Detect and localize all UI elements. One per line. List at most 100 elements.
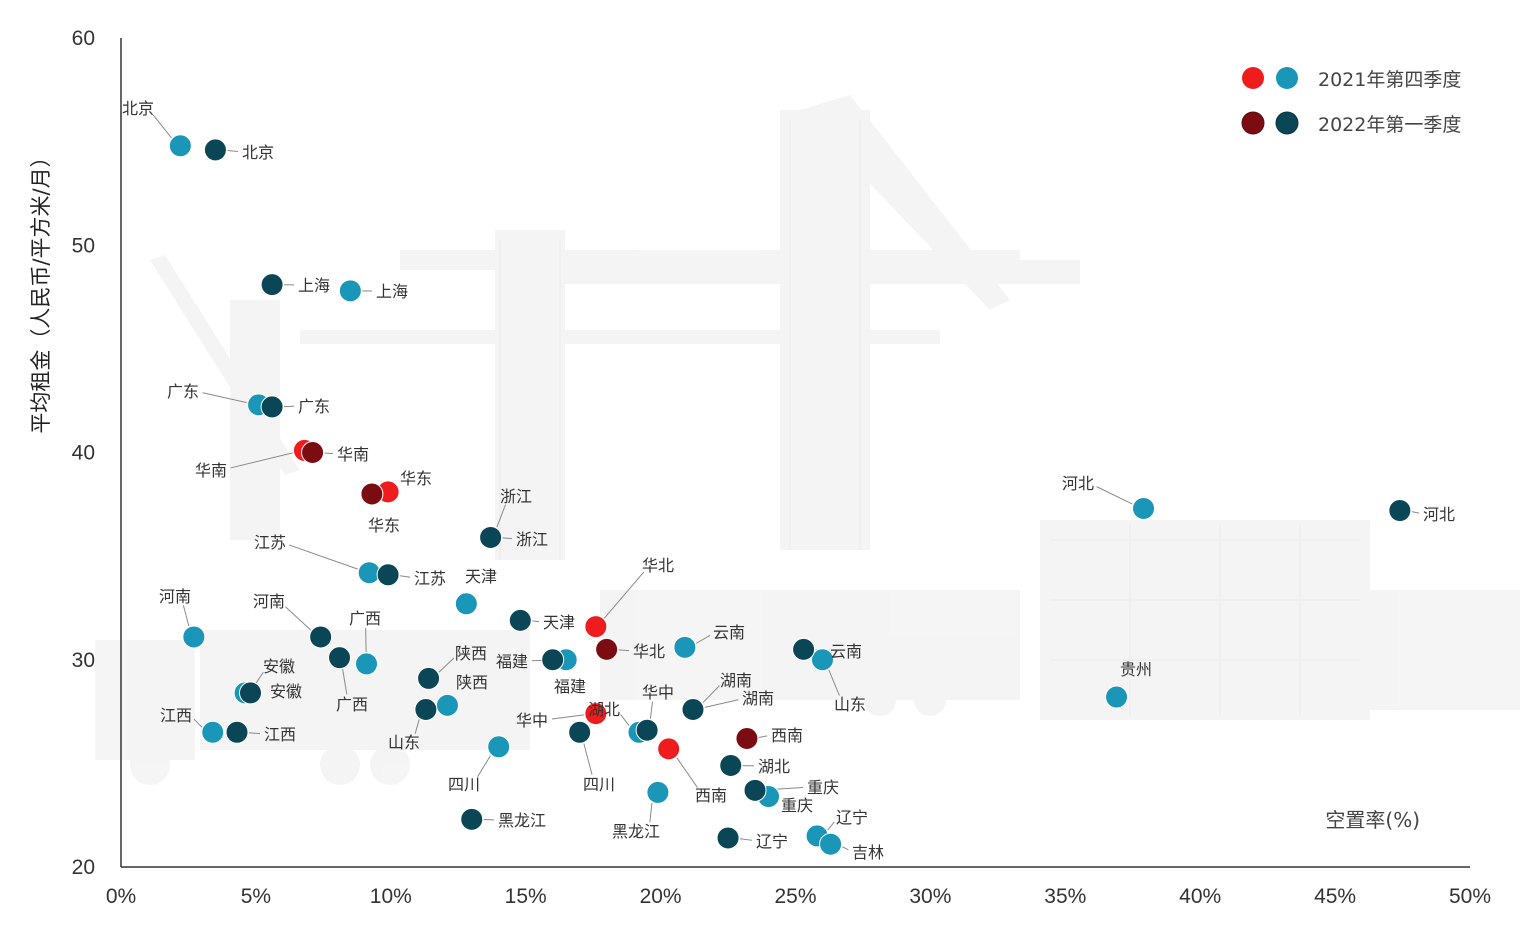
leader-line: [227, 150, 239, 153]
point-2022q1-21: [719, 753, 743, 777]
point-2022q1-18: [681, 697, 705, 721]
leader-line: [649, 802, 653, 823]
point-2022q1-9: [309, 625, 333, 649]
point-label: 辽宁: [836, 808, 868, 827]
leader-line: [230, 452, 293, 469]
x-tick-label: 30%: [909, 885, 951, 908]
point-label: 湖北: [588, 700, 620, 719]
point-label: 江苏: [254, 533, 286, 552]
leader-line: [248, 732, 261, 735]
point-2022q1-25: [1388, 499, 1412, 523]
leader-line: [202, 392, 247, 404]
point-label: 湖南: [742, 689, 774, 708]
x-tick-label: 25%: [774, 885, 816, 908]
point-label: 安徽: [263, 657, 295, 676]
point-label: 北京: [122, 99, 154, 118]
leader-line: [414, 719, 420, 734]
point-2021q4-0: [168, 134, 192, 158]
point-label: 华东: [400, 469, 432, 488]
point-label: 华东: [368, 516, 400, 535]
point-label: 上海: [376, 282, 408, 301]
leader-line: [842, 846, 849, 851]
x-tick-label: 10%: [370, 885, 412, 908]
legend: 2021年第四季度 2022年第一季度: [1241, 67, 1461, 136]
leader-line: [583, 743, 593, 775]
leader-line: [603, 571, 645, 619]
x-tick-label: 50%: [1449, 885, 1491, 908]
x-tick-label: 40%: [1179, 885, 1221, 908]
point-label: 华北: [642, 556, 674, 575]
point-2021q4-12: [673, 635, 697, 659]
point-2022q1-11: [417, 666, 441, 690]
point-2022q1-23: [460, 807, 484, 831]
legend-marker-q4-red: [1242, 67, 1264, 89]
point-2022q1-0: [203, 138, 227, 162]
leader-line: [342, 669, 348, 695]
point-2021q4-18: [810, 648, 834, 672]
point-label: 河北: [1062, 474, 1094, 493]
y-axis-label: 平均租金（人民币/平方米/月）: [29, 146, 53, 433]
label-leader-lines: [152, 114, 1420, 851]
point-label: 浙江: [500, 487, 532, 506]
point-2022q1-2: [260, 395, 284, 419]
x-tick-label: 15%: [505, 885, 547, 908]
leader-line: [676, 757, 698, 788]
point-2022q1-22: [743, 778, 767, 802]
legend-marker-q1-darkblue: [1275, 111, 1299, 135]
leader-line: [702, 685, 720, 704]
point-2022q1-15: [239, 681, 263, 705]
point-2022q1-19: [568, 720, 592, 744]
legend-marker-q4-blue: [1276, 67, 1298, 89]
point-label: 重庆: [781, 796, 813, 815]
point-2022q1-6: [479, 525, 503, 549]
point-label: 黑龙江: [498, 811, 546, 830]
point-label: 江西: [160, 706, 192, 725]
leader-line: [758, 735, 768, 738]
legend-label-2021q4: 2021年第四季度: [1318, 69, 1461, 91]
point-label: 云南: [713, 623, 745, 642]
leader-line: [827, 821, 835, 831]
point-label: 安徽: [270, 682, 302, 701]
point-2021q4-21: [646, 780, 670, 804]
point-2021q4-20: [657, 737, 681, 761]
point-label: 湖南: [720, 671, 752, 690]
leader-line: [620, 714, 630, 726]
x-axis-label: 空置率(%): [1325, 808, 1420, 832]
point-2022q1-14: [414, 697, 438, 721]
point-label: 华南: [195, 461, 227, 480]
leader-line: [502, 537, 513, 540]
point-label: 天津: [543, 613, 575, 632]
point-label: 北京: [242, 143, 274, 162]
point-label: 山东: [388, 733, 420, 752]
point-2022q1-13: [792, 637, 816, 661]
point-2022q1-17: [635, 718, 659, 742]
y-tick-label: 40: [72, 442, 95, 465]
point-2021q4-24: [819, 832, 843, 856]
leader-line: [704, 699, 739, 708]
point-2022q1-24: [716, 826, 740, 850]
point-label: 河北: [1423, 505, 1455, 524]
axes: [120, 38, 1470, 868]
y-tick-label: 50: [72, 234, 95, 257]
point-2022q1-3: [301, 441, 325, 464]
leader-line: [695, 634, 711, 644]
point-label: 广东: [298, 397, 330, 416]
leader-line: [477, 755, 491, 777]
point-label: 华中: [642, 683, 674, 702]
leader-line: [551, 714, 584, 720]
leader-line: [152, 114, 172, 139]
point-2022q1-7: [508, 608, 532, 632]
background-port-illustration: [95, 95, 1520, 785]
point-2021q4-10: [355, 652, 379, 676]
data-points: [168, 134, 1412, 856]
point-label: 河南: [159, 587, 191, 606]
point-2021q4-1: [338, 279, 362, 303]
point-2021q4-7: [454, 592, 478, 616]
point-2022q1-10: [328, 646, 352, 670]
point-2021q4-26: [1105, 685, 1129, 709]
point-2021q4-9: [182, 625, 206, 649]
point-2022q1-4: [360, 482, 384, 506]
point-label: 湖北: [758, 757, 790, 776]
point-label: 广西: [336, 695, 368, 714]
